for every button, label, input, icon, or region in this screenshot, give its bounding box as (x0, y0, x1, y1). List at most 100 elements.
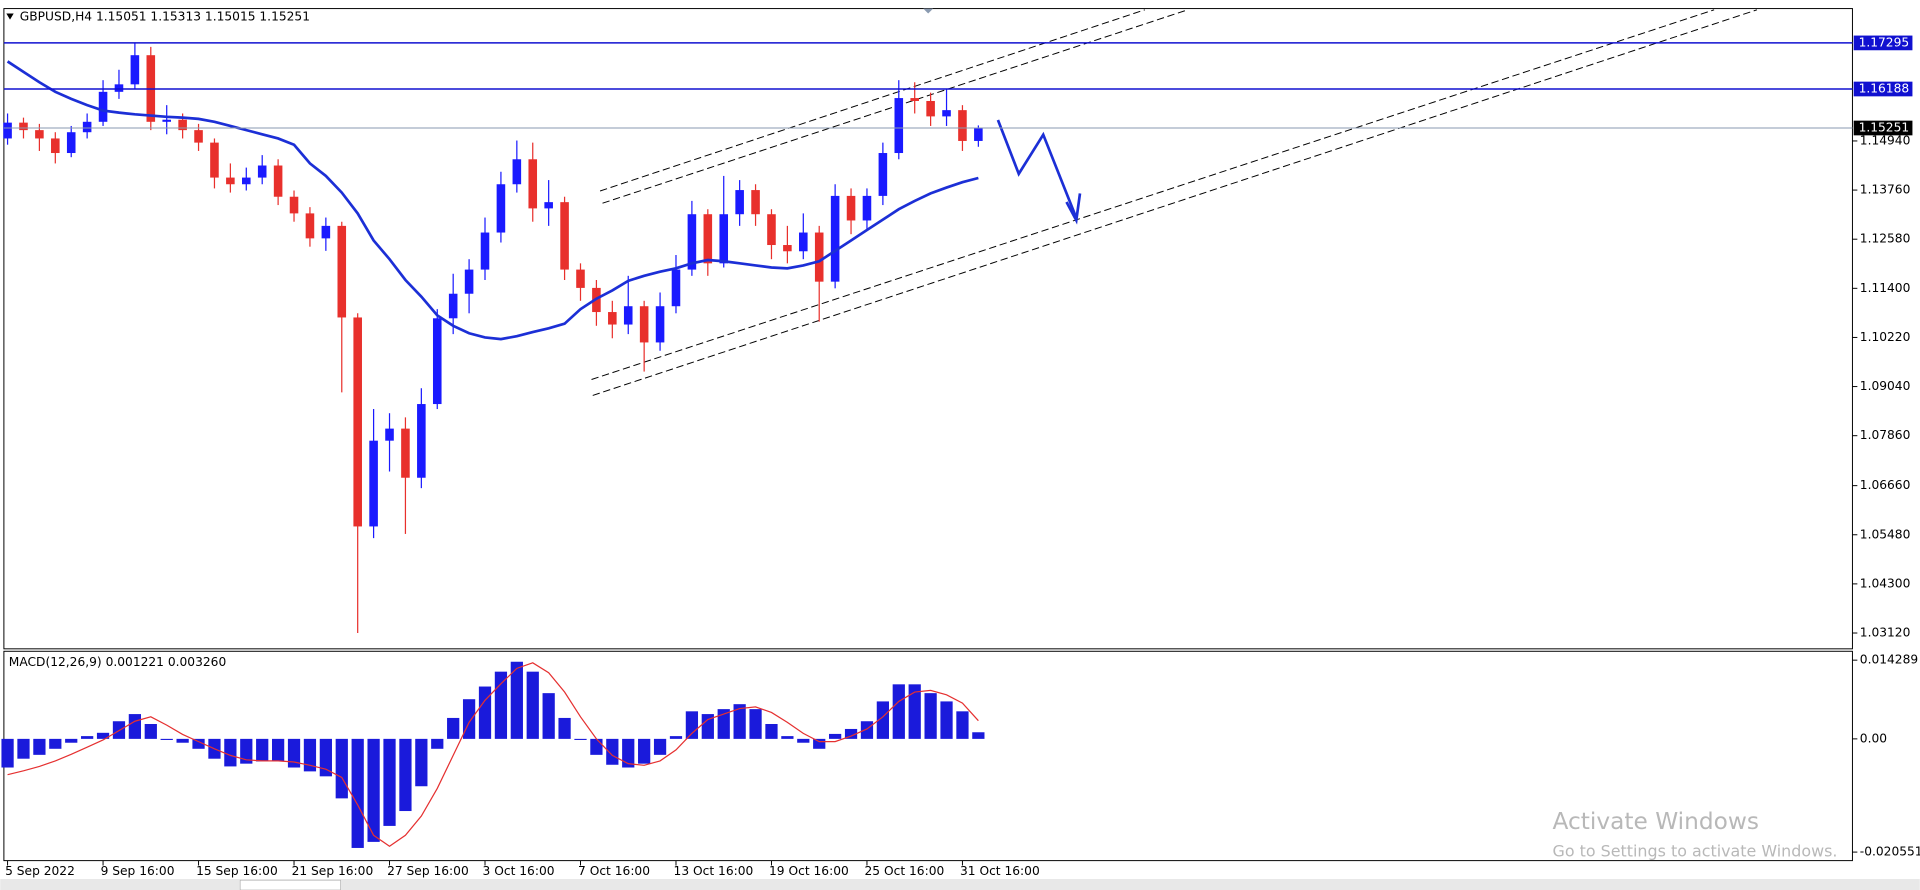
macd-bar (892, 684, 905, 739)
tab-bar (0, 878, 1920, 890)
macd-bar (351, 738, 364, 848)
candle-body (751, 190, 760, 215)
candle-body (639, 306, 649, 343)
y-tick-label: 1.14940 (1860, 133, 1911, 147)
trend-channel (591, 9, 1758, 396)
menu-arrow[interactable] (6, 13, 14, 20)
macd-bar (940, 701, 953, 739)
macd-bar (447, 717, 460, 739)
candle-body (130, 55, 140, 85)
candle-body (814, 232, 824, 282)
x-tick-label: 27 Sep 16:00 (387, 864, 469, 878)
macd-bar (256, 738, 269, 762)
macd-bar (160, 738, 173, 740)
x-tick-label: 9 Sep 16:00 (101, 864, 175, 878)
macd-bar (96, 732, 110, 739)
candle-body (178, 119, 187, 131)
macd-bar (415, 738, 428, 787)
macd-bar (192, 738, 205, 749)
forecast-path (996, 119, 1078, 219)
forecast-arrow (996, 119, 1082, 225)
x-tick-label: 19 Oct 16:00 (769, 864, 849, 878)
candle-body (353, 317, 362, 527)
candle-body (82, 121, 92, 133)
candle-body (432, 318, 442, 405)
macd-bar (717, 709, 730, 739)
macd-bar (17, 738, 30, 759)
macd-bar (956, 711, 969, 739)
macd-bar (1, 738, 14, 768)
candle-body (974, 128, 983, 141)
candle-body (894, 98, 904, 154)
candle-body (19, 122, 28, 131)
candle-body (417, 404, 426, 478)
macd-bar (733, 704, 746, 739)
x-tick-label: 31 Oct 16:00 (960, 864, 1040, 878)
candle-body (242, 177, 251, 185)
candle-body (671, 269, 681, 307)
candle-body (385, 428, 394, 441)
x-tick-label: 7 Oct 16:00 (578, 864, 650, 878)
candle-body (162, 119, 171, 122)
x-tick-label: 13 Oct 16:00 (674, 864, 754, 878)
macd-bar (176, 738, 189, 743)
candle-body (655, 306, 665, 343)
candle-body (464, 269, 474, 294)
y-tick-label: 0.014289 (1860, 653, 1918, 667)
candle-body (862, 195, 872, 221)
macd-bar (622, 738, 635, 768)
macd-bar (271, 738, 285, 762)
y-tick-label: 0.00 (1860, 731, 1887, 745)
macd-bar (287, 738, 301, 768)
channel-line (599, 9, 1146, 192)
candle-body (401, 428, 410, 478)
candle-body (51, 138, 60, 154)
macd-bar (972, 732, 985, 739)
x-tick-label: 21 Sep 16:00 (292, 864, 374, 878)
macd-bar (526, 671, 539, 739)
macd-bar (558, 717, 571, 739)
macd-bar (860, 721, 874, 739)
macd-bar (908, 684, 921, 739)
last-price-label: 1.15251 (1859, 121, 1910, 135)
macd-bar (240, 738, 253, 764)
macd-bar (144, 723, 157, 739)
macd-title: MACD(12,26,9) 0.001221 0.003260 (9, 655, 226, 669)
candle-body (783, 245, 792, 252)
shift-marker (923, 8, 934, 14)
candle-body (194, 130, 203, 143)
candle-body (830, 195, 840, 282)
candle-body (305, 213, 315, 239)
tab[interactable] (239, 879, 341, 890)
y-tick-label: 1.04300 (1860, 576, 1911, 590)
macd-bar (542, 693, 555, 739)
candle-body (910, 98, 919, 101)
macd-bar (399, 738, 412, 812)
watermark-subtitle: Go to Settings to activate Windows. (1553, 842, 1838, 861)
y-tick-label: -0.020551 (1860, 845, 1920, 859)
candle-body (878, 153, 888, 196)
candle-body (480, 232, 490, 270)
macd-bar (701, 714, 714, 739)
macd-bar (653, 738, 667, 755)
macd-bar (813, 738, 826, 749)
candle-body (512, 159, 522, 185)
macd-bar (606, 738, 619, 765)
candle-body (321, 225, 331, 239)
macd-bar (383, 738, 396, 826)
candle-body (560, 202, 569, 270)
candle-body (576, 269, 585, 288)
x-tick-label: 3 Oct 16:00 (483, 864, 555, 878)
macd-bar (876, 701, 889, 739)
candle-body (289, 196, 299, 214)
y-tick-label: 1.07860 (1860, 428, 1911, 442)
signal-line (7, 662, 979, 848)
macd-bar (303, 738, 317, 772)
candle-body (369, 440, 378, 527)
macd-bar (574, 738, 587, 740)
macd-bar (781, 736, 794, 739)
macd-bar (749, 709, 762, 739)
channel-line (602, 9, 1188, 204)
macd-bar (49, 738, 62, 749)
candle-body (623, 306, 633, 325)
